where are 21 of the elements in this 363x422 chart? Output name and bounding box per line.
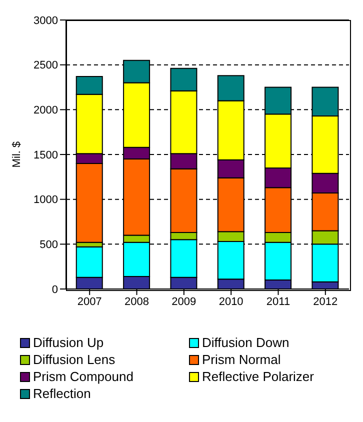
legend-label: Diffusion Up — [33, 335, 104, 350]
y-tick-label: 1000 — [34, 194, 58, 206]
legend-label: Reflection — [33, 386, 91, 401]
legend-label: Diffusion Lens — [33, 352, 116, 367]
y-axis-title: Mil. $ — [10, 141, 23, 168]
legend-label: Reflective Polarizer — [202, 369, 314, 384]
y-tick-label: 3000 — [34, 14, 58, 27]
legend-label: Prism Compound — [33, 369, 134, 384]
y-tick-label: 0 — [52, 284, 58, 296]
x-tick-label: 2007 — [77, 296, 102, 308]
x-tick-label: 2008 — [124, 296, 149, 308]
x-tick-label: 2011 — [266, 296, 290, 308]
legend-label: Diffusion Down — [202, 335, 290, 350]
legend-label: Prism Normal — [202, 352, 281, 367]
x-tick-label: 2009 — [172, 296, 196, 308]
x-tick-label: 2010 — [218, 296, 244, 308]
x-tick-label: 2012 — [313, 296, 338, 308]
y-tick-label: 1500 — [34, 149, 58, 162]
y-tick-label: 2500 — [34, 60, 58, 72]
y-tick-label: 2000 — [34, 104, 58, 117]
y-tick-label: 500 — [40, 239, 58, 252]
